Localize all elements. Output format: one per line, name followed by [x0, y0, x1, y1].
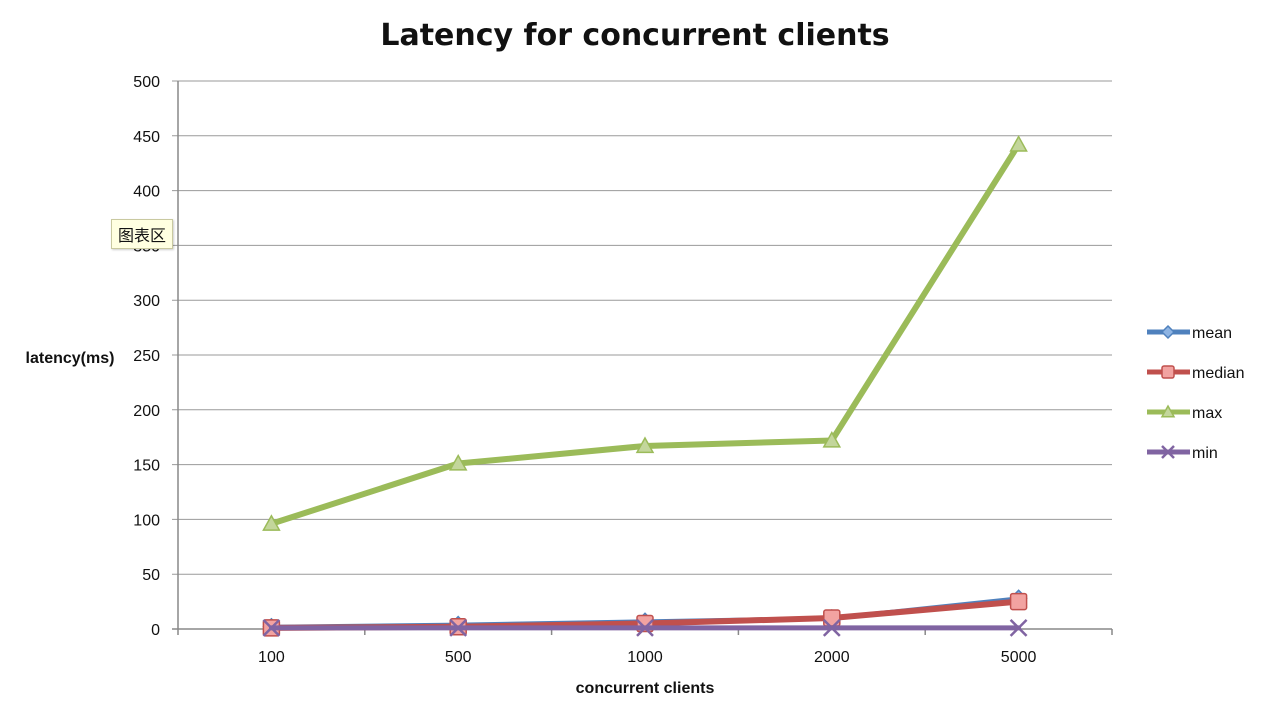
- gridlines: [172, 80, 1112, 630]
- legend-item-min: min: [1147, 445, 1218, 462]
- marker-x: [1161, 445, 1175, 459]
- marker-x: [1009, 619, 1028, 637]
- y-tick-label: 450: [133, 129, 160, 146]
- legend-label: max: [1192, 405, 1222, 422]
- series-max: [262, 135, 1028, 531]
- chart-area-tooltip: 图表区: [111, 219, 174, 249]
- legend-item-median: median: [1147, 365, 1244, 382]
- marker-x: [449, 619, 468, 637]
- y-axis-ticks: 050100150200250300350400450500: [133, 74, 160, 639]
- marker-triangle: [262, 514, 281, 531]
- legend-label: mean: [1192, 325, 1232, 342]
- y-tick-label: 150: [133, 458, 160, 475]
- marker-triangle: [635, 436, 655, 454]
- marker-x: [822, 619, 841, 637]
- x-tick-label: 500: [445, 649, 472, 666]
- legend-item-max: max: [1147, 404, 1222, 422]
- y-tick-label: 50: [142, 567, 160, 584]
- marker-triangle: [1009, 135, 1028, 152]
- y-tick-label: 0: [151, 622, 160, 639]
- marker-x: [636, 619, 654, 637]
- x-axis-title: concurrent clients: [576, 680, 715, 697]
- marker-diamond: [1160, 324, 1176, 340]
- series-lines: [262, 135, 1028, 637]
- x-axis-ticks: 100 500 1000 2000 5000: [177, 629, 1113, 666]
- legend: mean median max min: [1147, 324, 1244, 462]
- marker-x: [262, 619, 281, 637]
- y-tick-label: 100: [133, 512, 160, 529]
- x-tick-label: 2000: [814, 649, 850, 666]
- marker-triangle: [822, 430, 842, 448]
- marker-triangle: [448, 453, 468, 471]
- legend-label: min: [1192, 445, 1218, 462]
- y-tick-label: 400: [133, 184, 160, 201]
- marker-square: [1161, 365, 1175, 379]
- y-tick-label: 300: [133, 293, 160, 310]
- chart-title: Latency for concurrent clients: [380, 18, 889, 53]
- marker-square: [1009, 592, 1028, 611]
- x-tick-label: 5000: [1001, 649, 1037, 666]
- y-tick-label: 200: [133, 403, 160, 420]
- series-line-max: [268, 141, 1022, 527]
- x-tick-label: 100: [258, 649, 285, 666]
- legend-item-mean: mean: [1147, 324, 1232, 342]
- x-tick-label: 1000: [627, 649, 663, 666]
- legend-label: median: [1192, 365, 1244, 382]
- y-tick-label: 500: [133, 74, 160, 91]
- y-axis-title: latency(ms): [26, 350, 115, 367]
- marker-triangle: [1160, 404, 1176, 418]
- y-tick-label: 250: [133, 348, 160, 365]
- series-min: [262, 619, 1028, 637]
